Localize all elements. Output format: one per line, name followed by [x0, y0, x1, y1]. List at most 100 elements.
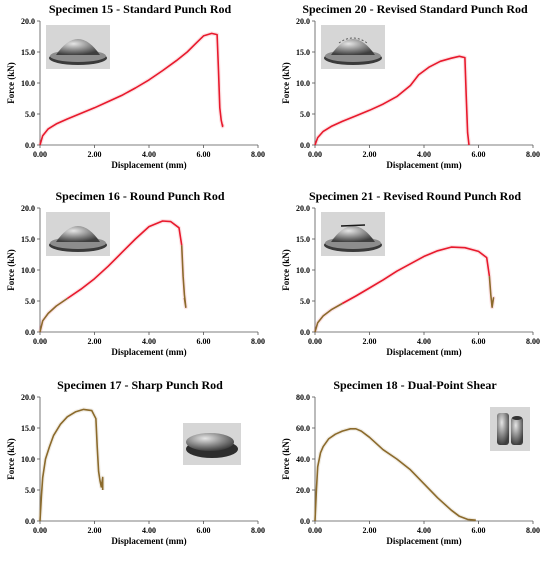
- series-line: [314, 427, 476, 522]
- y-tick-label: 0.0: [300, 517, 310, 526]
- x-axis-label: Displacement (mm): [386, 347, 461, 357]
- y-tick-label: 60.0: [296, 424, 310, 433]
- chart-title: Specimen 17 - Sharp Punch Rod: [57, 378, 223, 392]
- x-tick-label: 6.00: [197, 337, 211, 346]
- x-axis-label: Displacement (mm): [111, 536, 186, 546]
- y-tick-label: 5.0: [25, 297, 35, 306]
- y-tick-label: 20.0: [296, 486, 310, 495]
- x-tick-label: 8.00: [251, 150, 265, 159]
- chart-specimen-18: Specimen 18 - Dual-Point Shear 0.0 20.0 40.…: [281, 378, 540, 546]
- series-line: [180, 245, 187, 308]
- specimen-photo-flat-disc-specimen: [183, 423, 241, 465]
- y-axis-label: Force (kN): [6, 249, 16, 291]
- x-tick-label: 4.00: [142, 526, 156, 535]
- chart-specimen-17: Specimen 17 - Sharp Punch Rod 0.0 5.0 10.0 1…: [6, 378, 265, 546]
- x-tick-label: 2.00: [88, 526, 102, 535]
- x-tick-label: 4.00: [417, 526, 431, 535]
- x-tick-label: 4.00: [417, 337, 431, 346]
- series-line: [39, 297, 68, 333]
- y-tick-label: 20.0: [296, 204, 310, 213]
- series-glow: [313, 245, 496, 333]
- series-line: [314, 302, 343, 333]
- y-tick-label: 20.0: [296, 17, 310, 26]
- x-tick-label: 0.00: [33, 526, 47, 535]
- x-axis-label: Displacement (mm): [386, 536, 461, 546]
- panel-specimen-20: Specimen 20 - Revised Standard Punch Rod…: [275, 0, 550, 187]
- x-tick-label: 8.00: [526, 526, 540, 535]
- x-tick-label: 0.00: [308, 526, 322, 535]
- y-tick-label: 5.0: [300, 110, 310, 119]
- x-tick-label: 6.00: [197, 150, 211, 159]
- x-tick-label: 4.00: [142, 337, 156, 346]
- x-tick-label: 2.00: [88, 150, 102, 159]
- x-tick-label: 0.00: [308, 337, 322, 346]
- y-tick-label: 40.0: [296, 455, 310, 464]
- y-tick-label: 10.0: [21, 79, 35, 88]
- series-line: [66, 220, 183, 300]
- chart-specimen-21: Specimen 21 - Revised Round Punch Rod 0.0…: [281, 189, 540, 357]
- x-tick-label: 6.00: [472, 337, 486, 346]
- series-glow: [313, 54, 471, 146]
- y-axis-label: Force (kN): [281, 249, 291, 291]
- chart-title: Specimen 18 - Dual-Point Shear: [333, 378, 497, 392]
- x-axis-label: Displacement (mm): [111, 347, 186, 357]
- y-tick-label: 20.0: [21, 204, 35, 213]
- x-tick-label: 8.00: [251, 337, 265, 346]
- x-tick-label: 4.00: [417, 150, 431, 159]
- x-tick-label: 0.00: [33, 337, 47, 346]
- x-axis-label: Displacement (mm): [111, 160, 186, 170]
- y-tick-label: 0.0: [300, 328, 310, 337]
- y-tick-label: 15.0: [21, 424, 35, 433]
- series-line: [39, 32, 224, 146]
- y-tick-label: 5.0: [25, 110, 35, 119]
- x-tick-label: 2.00: [363, 526, 377, 535]
- y-tick-label: 10.0: [21, 266, 35, 275]
- x-tick-label: 8.00: [526, 337, 540, 346]
- series-line: [39, 408, 104, 522]
- chart-title: Specimen 20 - Revised Standard Punch Rod: [302, 2, 528, 16]
- specimen-photo-dome-specimen: [46, 212, 110, 256]
- specimen-photo-dome-specimen-cracked: [321, 212, 385, 256]
- series-line: [341, 246, 491, 305]
- panel-specimen-16: Specimen 16 - Round Punch Rod 0.0 5.0 10.0 1…: [0, 187, 275, 374]
- y-tick-label: 10.0: [296, 79, 310, 88]
- x-tick-label: 0.00: [33, 150, 47, 159]
- series-line: [488, 276, 495, 308]
- x-tick-label: 4.00: [142, 150, 156, 159]
- chart-specimen-16: Specimen 16 - Round Punch Rod 0.0 5.0 10.0 1…: [6, 189, 265, 357]
- panel-specimen-17: Specimen 17 - Sharp Punch Rod 0.0 5.0 10.0 1…: [0, 376, 275, 563]
- chart-title: Specimen 16 - Round Punch Rod: [55, 189, 224, 203]
- y-tick-label: 15.0: [21, 48, 35, 57]
- y-tick-label: 5.0: [300, 297, 310, 306]
- y-tick-label: 10.0: [21, 455, 35, 464]
- y-tick-label: 0.0: [25, 328, 35, 337]
- y-tick-label: 0.0: [300, 141, 310, 150]
- x-tick-label: 2.00: [363, 337, 377, 346]
- y-tick-label: 0.0: [25, 141, 35, 150]
- x-tick-label: 6.00: [472, 526, 486, 535]
- y-axis-label: Force (kN): [281, 438, 291, 480]
- panel-specimen-15: Specimen 15 - Standard Punch Rod 0.0 5.0 10…: [0, 0, 275, 187]
- series-glow: [313, 426, 476, 523]
- x-tick-label: 0.00: [308, 150, 322, 159]
- y-tick-label: 10.0: [296, 266, 310, 275]
- chart-specimen-15: Specimen 15 - Standard Punch Rod 0.0 5.0 10…: [6, 2, 265, 170]
- y-tick-label: 5.0: [25, 486, 35, 495]
- chart-title: Specimen 15 - Standard Punch Rod: [49, 2, 232, 16]
- y-axis-label: Force (kN): [281, 62, 291, 104]
- y-tick-label: 20.0: [21, 393, 35, 402]
- specimen-photo-dome-specimen-textured: [321, 25, 385, 69]
- specimen-photo-cylindrical-specimens: [490, 407, 530, 451]
- series-line: [314, 55, 470, 146]
- panel-specimen-21: Specimen 21 - Revised Round Punch Rod 0.0…: [275, 187, 550, 374]
- specimen-photo-dome-specimen: [46, 25, 110, 69]
- y-axis-label: Force (kN): [6, 438, 16, 480]
- x-tick-label: 8.00: [526, 150, 540, 159]
- chart-title: Specimen 21 - Revised Round Punch Rod: [309, 189, 521, 203]
- y-tick-label: 15.0: [296, 48, 310, 57]
- x-axis-label: Displacement (mm): [386, 160, 461, 170]
- y-tick-label: 80.0: [296, 393, 310, 402]
- y-axis-label: Force (kN): [6, 62, 16, 104]
- x-tick-label: 2.00: [88, 337, 102, 346]
- y-tick-label: 0.0: [25, 517, 35, 526]
